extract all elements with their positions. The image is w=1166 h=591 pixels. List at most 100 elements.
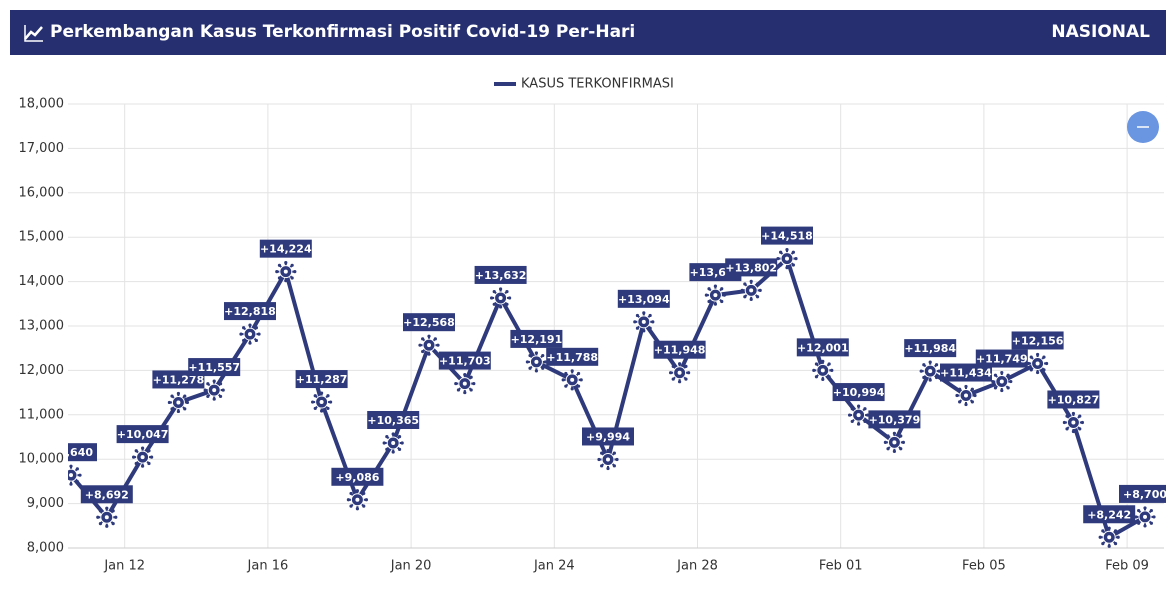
value-label: +11,278: [153, 373, 205, 386]
y-tick-label: 9,000: [27, 496, 64, 511]
marker-spike-tip: [1029, 368, 1033, 372]
virus-marker: [740, 279, 762, 301]
marker-spike-tip: [964, 402, 968, 407]
marker-spike-tip: [606, 466, 610, 471]
y-tick-label: 14,000: [19, 274, 65, 289]
marker-spike-tip: [993, 386, 998, 390]
marker-spike-tip: [814, 375, 819, 379]
virus-marker: [1098, 526, 1120, 548]
marker-spike-tip: [651, 320, 655, 324]
value-label-box: [546, 347, 599, 366]
value-label: +11,434: [940, 367, 992, 380]
marker-spike-tip: [397, 447, 402, 451]
marker-spike-tip: [1000, 370, 1004, 375]
marker-spike-tip: [1149, 521, 1153, 525]
virus-marker: [167, 391, 189, 414]
marker-spike-tip: [958, 400, 962, 404]
y-tick-label: 12,000: [19, 363, 65, 378]
value-label-box: [617, 289, 670, 308]
value-label: +13,802: [725, 261, 777, 274]
virus-marker: [776, 248, 798, 270]
marker-spike-tip: [141, 464, 145, 468]
marker-spike-tip: [69, 482, 73, 486]
marker-spike-tip: [492, 289, 496, 294]
chart: +9,640 +8,692 +10,047 +11,278+11,557 +12,818…: [19, 77, 1166, 574]
marker-core: [713, 293, 718, 298]
marker-spike-tip: [114, 515, 118, 519]
marker-spike-tip: [1029, 355, 1033, 359]
marker-spike-tip: [684, 364, 688, 368]
value-label: +13,632: [475, 269, 527, 282]
value-label: +12,191: [511, 333, 563, 346]
virus-marker: [132, 446, 154, 468]
marker-core: [677, 370, 682, 375]
marker-spike-tip: [385, 447, 389, 451]
marker-spike-tip: [1080, 420, 1084, 425]
marker-spike-tip: [362, 491, 366, 496]
marker-spike-tip: [922, 363, 926, 367]
marker-spike-tip: [284, 279, 288, 283]
marker-spike-tip: [671, 377, 675, 381]
marker-spike-tip: [830, 368, 834, 372]
x-tick-label: Feb 01: [819, 559, 863, 574]
chart-icon: [24, 25, 43, 42]
marker-spike-tip: [600, 451, 604, 455]
marker-spike-tip: [827, 362, 831, 366]
marker-core: [928, 369, 933, 374]
value-label-box: [1047, 390, 1100, 409]
marker-core: [1035, 361, 1040, 366]
marker-spike-tip: [313, 406, 317, 411]
marker-spike-tip: [391, 450, 395, 454]
marker-spike-tip: [901, 440, 906, 444]
marker-spike-tip: [1062, 420, 1066, 425]
value-label-box: [868, 410, 921, 429]
marker-spike-tip: [63, 467, 66, 470]
marker-spike-tip: [794, 257, 798, 261]
x-tick-label: Feb 05: [962, 559, 1006, 574]
marker-spike-tip: [899, 447, 903, 451]
marker-spike-tip: [1009, 379, 1013, 384]
value-label: +9,086: [335, 471, 379, 484]
marker-spike-tip: [170, 394, 174, 398]
marker-spike-tip: [505, 302, 509, 306]
marker-spike-tip: [973, 393, 977, 398]
marker-spike-tip: [98, 522, 103, 526]
value-label: +8,692: [85, 488, 129, 501]
marker-spike-tip: [722, 293, 727, 297]
marker-spike-tip: [1006, 386, 1010, 390]
virus-marker: [883, 431, 906, 453]
virus-marker: [490, 287, 512, 309]
marker-core: [176, 400, 181, 405]
marker-spike-tip: [779, 263, 783, 267]
marker-spike-tip: [814, 362, 819, 366]
marker-spike-tip: [355, 489, 359, 493]
marker-spike-tip: [349, 491, 353, 496]
marker-spike-tip: [463, 390, 467, 395]
value-label-box: [796, 338, 849, 357]
value-label: +11,287: [296, 373, 348, 386]
marker-spike-tip: [713, 284, 718, 288]
marker-spike-tip: [203, 388, 207, 392]
marker-core: [355, 497, 360, 502]
marker-spike-tip: [290, 276, 294, 280]
marker-spike-tip: [707, 287, 711, 291]
marker-spike-tip: [528, 353, 532, 358]
marker-spike-tip: [96, 515, 100, 519]
marker-spike-tip: [499, 305, 503, 309]
value-label-box: [367, 410, 420, 429]
virus-marker: [633, 311, 655, 333]
marker-spike-tip: [1098, 535, 1102, 539]
marker-spike-tip: [648, 313, 652, 318]
marker-spike-tip: [919, 369, 923, 373]
marker-spike-tip: [105, 506, 109, 510]
marker-spike-tip: [743, 295, 747, 299]
value-label: +11,788: [546, 351, 598, 364]
marker-spike-tip: [713, 302, 718, 306]
marker-spike-tip: [755, 295, 760, 299]
marker-spike-tip: [499, 287, 503, 291]
marker-core: [1107, 535, 1112, 540]
virus-marker: [382, 432, 404, 454]
marker-spike-tip: [355, 507, 359, 511]
value-label: +11,703: [439, 355, 491, 368]
marker-spike-tip: [242, 326, 246, 330]
